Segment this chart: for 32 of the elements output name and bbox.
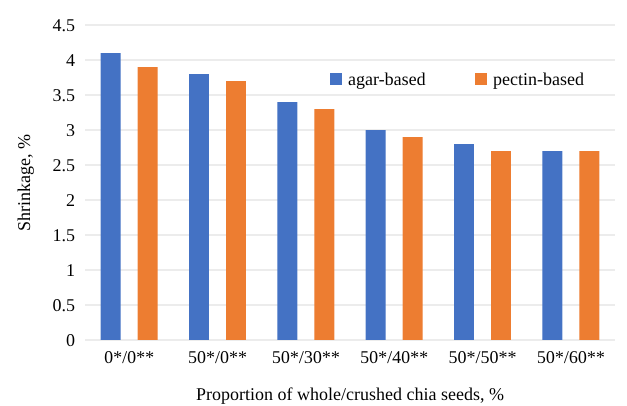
y-tick-label: 4 <box>66 50 75 70</box>
x-tick-label: 50*/30** <box>272 346 340 367</box>
bar <box>226 81 246 340</box>
legend-label: pectin-based <box>493 69 584 89</box>
bar <box>402 137 423 340</box>
y-tick-label: 4.5 <box>52 14 75 35</box>
x-axis-title: Proportion of whole/crushed chia seeds, % <box>196 384 504 404</box>
bar <box>366 130 386 340</box>
x-tick-label: 50*/40** <box>360 346 428 367</box>
bar <box>491 151 511 340</box>
legend-label: agar-based <box>348 69 426 89</box>
bar <box>454 144 474 340</box>
y-tick-label: 2.5 <box>52 154 75 175</box>
y-tick-label: 3 <box>66 120 75 140</box>
x-tick-label: 50*/50** <box>448 346 517 367</box>
x-tick-label: 50*/60** <box>536 346 605 367</box>
bar <box>314 109 334 340</box>
bar <box>138 67 158 340</box>
y-tick-label: 1 <box>66 260 75 280</box>
y-tick-label: 0.5 <box>52 294 75 315</box>
bar <box>100 53 121 340</box>
y-tick-label: 1.5 <box>52 224 75 245</box>
bar <box>542 151 562 340</box>
bar <box>579 151 600 340</box>
y-tick-label: 3.5 <box>52 84 75 105</box>
y-tick-label: 2 <box>66 190 75 210</box>
y-tick-label: 0 <box>66 330 75 350</box>
x-tick-label: 50*/0** <box>188 346 248 367</box>
bar <box>189 74 209 340</box>
x-tick-label: 0*/0** <box>104 346 154 367</box>
bar <box>277 102 298 340</box>
y-axis-title: Shrinkage, % <box>14 134 34 231</box>
